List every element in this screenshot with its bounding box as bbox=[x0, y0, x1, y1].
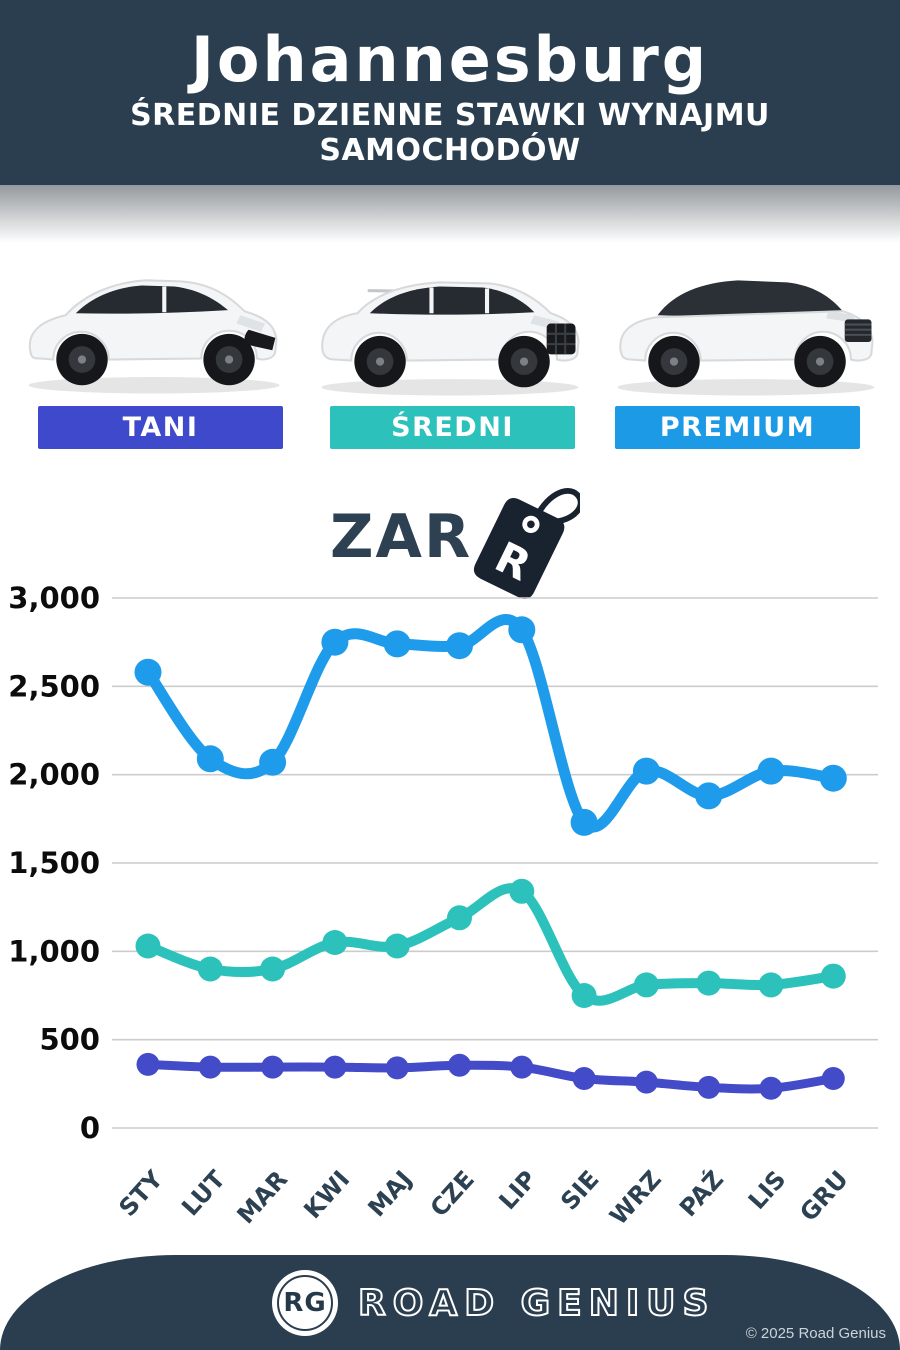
svg-text:500: 500 bbox=[39, 1023, 100, 1057]
svg-text:CZE: CZE bbox=[425, 1165, 480, 1222]
svg-text:2,000: 2,000 bbox=[8, 758, 100, 792]
car-images-row bbox=[0, 245, 900, 405]
price-tag-icon: R bbox=[473, 488, 580, 599]
currency-code-label: ZAR bbox=[330, 502, 473, 572]
svg-text:WRZ: WRZ bbox=[604, 1165, 667, 1230]
currency-label-group: ZAR R bbox=[330, 452, 580, 617]
svg-text:MAJ: MAJ bbox=[362, 1165, 417, 1222]
category-badge-sredni: ŚREDNI bbox=[330, 406, 575, 449]
svg-text:0: 0 bbox=[80, 1111, 100, 1145]
svg-text:MAR: MAR bbox=[231, 1165, 293, 1229]
svg-text:STY: STY bbox=[113, 1165, 168, 1222]
svg-text:LIS: LIS bbox=[743, 1165, 792, 1215]
svg-text:GRU: GRU bbox=[794, 1165, 853, 1227]
header-gradient-strip bbox=[0, 185, 900, 243]
hatchback-car-image bbox=[10, 245, 298, 400]
svg-text:LUT: LUT bbox=[176, 1165, 231, 1222]
svg-text:KWI: KWI bbox=[298, 1165, 355, 1224]
premium-suv-car-image bbox=[602, 245, 890, 400]
svg-text:1,000: 1,000 bbox=[8, 934, 100, 968]
page-title: Johannesburg bbox=[190, 23, 710, 96]
svg-text:2,500: 2,500 bbox=[8, 669, 100, 703]
logo-initials: RG bbox=[283, 1288, 327, 1318]
rental-rates-line-chart: 0 500 1,000 1,500 2,000 2,500 3,000 STY LUT MAR KW… bbox=[8, 581, 878, 1230]
copyright-text: © 2025 Road Genius bbox=[745, 1325, 886, 1342]
footer-banner: RG ROAD GENIUS © 2025 Road Genius bbox=[0, 1255, 900, 1350]
category-badge-tani: TANI bbox=[38, 406, 283, 449]
svg-text:LIP: LIP bbox=[493, 1165, 542, 1215]
header-banner: Johannesburg ŚREDNIE DZIENNE STAWKI WYNA… bbox=[0, 0, 900, 185]
brand-name: ROAD GENIUS bbox=[357, 1282, 716, 1325]
road-genius-logo-icon: RG bbox=[272, 1270, 338, 1336]
svg-text:PAŹ: PAŹ bbox=[673, 1165, 729, 1223]
page-subtitle: ŚREDNIE DZIENNE STAWKI WYNAJMU SAMOCHODÓ… bbox=[130, 98, 770, 168]
svg-text:3,000: 3,000 bbox=[8, 581, 100, 615]
category-badge-premium: PREMIUM bbox=[615, 406, 860, 449]
svg-text:SIE: SIE bbox=[555, 1165, 604, 1215]
svg-text:1,500: 1,500 bbox=[8, 846, 100, 880]
midsize-suv-car-image bbox=[306, 245, 594, 400]
